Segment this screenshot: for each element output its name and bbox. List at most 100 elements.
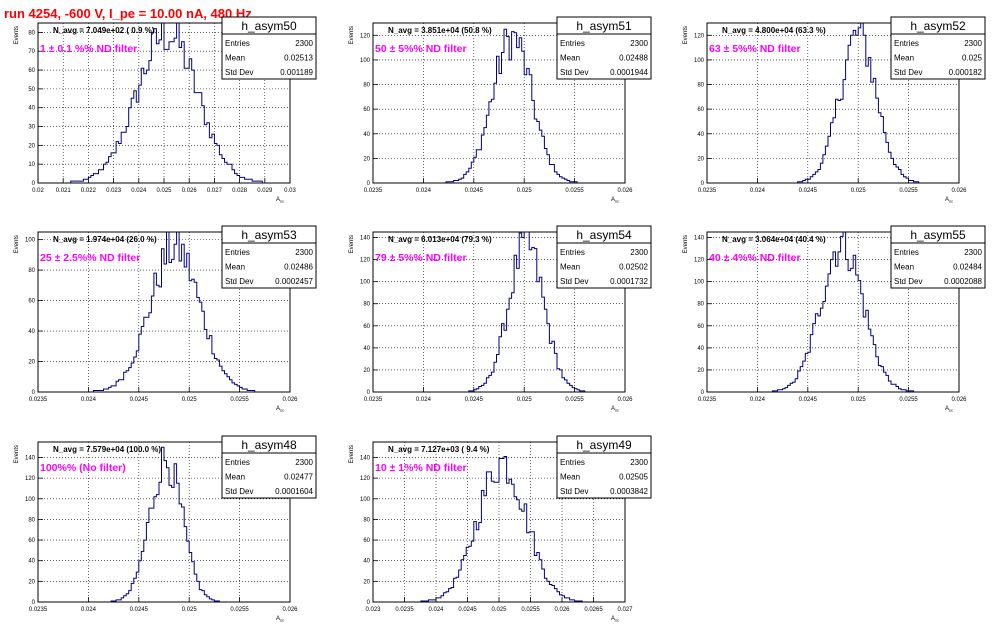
plot-frame (372, 231, 626, 393)
y-axis-label: Events (349, 235, 355, 253)
stats-row-label: Std Dev (894, 68, 922, 77)
stats-row-value: 0.025 (962, 54, 983, 63)
y-tick-label: 20 (28, 579, 35, 585)
y-tick-label: 100 (694, 58, 705, 64)
y-tick-label: 20 (363, 368, 370, 374)
stats-row-value: 0.02502 (619, 263, 648, 272)
page-title: run 4254, -600 V, I_pe = 10.00 nA, 480 H… (4, 6, 252, 21)
stats-row-label: Mean (560, 54, 580, 63)
stats-row-label: Mean (225, 263, 245, 272)
stats-row-label: Entries (225, 39, 250, 48)
y-tick-label: 40 (28, 559, 35, 565)
histogram-pad-h_asym49: 0.023 0.0235 0.024 0.0245 0.025 0.0255 0.026 0.… (349, 435, 652, 623)
x-tick-label: 0.026 (282, 397, 298, 403)
y-tick-label: 60 (363, 107, 370, 113)
x-tick-label: 0.0235 (364, 397, 383, 403)
stats-title: h_asym53 (241, 228, 297, 242)
y-axis-label: Events (14, 26, 20, 44)
stats-title: h_asym50 (241, 19, 297, 33)
stats-title: h_asym51 (576, 19, 632, 33)
y-tick-label: 60 (28, 68, 35, 74)
stats-row-value: 0.02477 (284, 473, 313, 482)
x-tick-label: 0.024 (428, 607, 444, 613)
stats-title: h_asym49 (576, 438, 632, 452)
stats-row-value: 0.0003842 (610, 487, 648, 496)
y-tick-label: 70 (28, 49, 35, 55)
x-tick-label: 0.03 (284, 188, 296, 194)
x-tick-label: 0.0245 (130, 397, 149, 403)
x-tick-label: 0.0235 (29, 397, 48, 403)
y-tick-label: 60 (28, 538, 35, 544)
stats-row-value: 2300 (630, 39, 648, 48)
x-tick-label: 0.0255 (899, 188, 918, 194)
y-tick-label: 140 (360, 236, 371, 242)
y-axis-label: Events (14, 235, 20, 253)
x-tick-label: 0.0235 (364, 188, 383, 194)
stats-row-value: 2300 (295, 458, 313, 467)
x-tick-label: 0.02 (32, 188, 44, 194)
x-tick-label: 0.023 (106, 188, 122, 194)
y-tick-label: 0 (32, 390, 36, 396)
x-tick-label: 0.029 (257, 188, 273, 194)
filter-label: 10 ± 1%% ND filter (375, 462, 467, 474)
y-tick-label: 100 (360, 497, 371, 503)
stats-box (890, 16, 986, 80)
histogram-line (38, 231, 290, 393)
stats-row-value: 0.000182 (949, 68, 983, 77)
x-tick-label: 0.0255 (565, 397, 584, 403)
stats-row-label: Mean (560, 473, 580, 482)
x-axis-label: Asc (276, 406, 284, 413)
x-tick-label: 0.0235 (698, 397, 717, 403)
filter-label: 1 ± 0.1 %% ND filter (40, 43, 137, 55)
y-tick-label: 20 (363, 156, 370, 162)
y-tick-label: 140 (694, 236, 705, 242)
stats-row-value: 0.0002088 (944, 277, 982, 286)
y-tick-label: 120 (360, 258, 371, 264)
stats-row-value: 0.001189 (280, 68, 313, 77)
y-tick-label: 100 (25, 497, 36, 503)
stats-row-value: 2300 (630, 248, 648, 257)
x-tick-label: 0.025 (182, 397, 198, 403)
x-tick-label: 0.0235 (698, 188, 717, 194)
y-tick-label: 40 (363, 346, 370, 352)
x-tick-label: 0.025 (851, 188, 867, 194)
stats-box (556, 16, 652, 80)
x-tick-label: 0.024 (750, 188, 766, 194)
histogram-pad-h_asym50: 0.02 0.021 0.022 0.023 0.024 0.025 0.026 0.027 0… (14, 16, 317, 204)
x-tick-label: 0.022 (81, 188, 97, 194)
y-tick-label: 120 (360, 33, 371, 39)
y-tick-label: 40 (697, 132, 704, 138)
stats-box (890, 225, 986, 289)
x-tick-label: 0.0255 (899, 397, 918, 403)
stats-row-value: 2300 (630, 458, 648, 467)
histogram-line (373, 456, 625, 603)
histogram-pad-h_asym52: 0.0235 0.024 0.0245 0.025 0.0255 0.026 0 20 40 60… (683, 16, 986, 204)
y-tick-label: 50 (28, 87, 35, 93)
x-axis-label: Asc (611, 197, 619, 204)
x-tick-label: 0.025 (156, 188, 172, 194)
filter-label: 100%% (No filter) (40, 462, 126, 474)
stats-row-value: 2300 (295, 39, 313, 48)
x-tick-label: 0.0255 (230, 397, 249, 403)
y-tick-label: 0 (32, 181, 36, 187)
x-tick-label: 0.026 (617, 397, 633, 403)
x-tick-label: 0.024 (131, 188, 147, 194)
stats-row-label: Std Dev (225, 487, 253, 496)
y-axis-label: Events (349, 445, 355, 463)
x-tick-label: 0.0245 (130, 607, 149, 613)
y-tick-label: 80 (28, 517, 35, 523)
stats-row-label: Entries (225, 458, 250, 467)
stats-row-label: Std Dev (225, 68, 253, 77)
x-tick-label: 0.025 (517, 397, 533, 403)
y-tick-label: 80 (28, 30, 35, 36)
x-axis-label: Asc (611, 616, 619, 623)
plot-frame (372, 22, 626, 184)
y-tick-label: 80 (697, 302, 704, 308)
y-tick-label: 40 (28, 329, 35, 335)
x-tick-label: 0.027 (207, 188, 223, 194)
stats-row-value: 2300 (964, 39, 982, 48)
y-tick-label: 0 (367, 600, 371, 606)
navg-text: N_avg = 6.013e+04 (79.3 %) (388, 235, 492, 244)
x-tick-label: 0.024 (416, 188, 432, 194)
